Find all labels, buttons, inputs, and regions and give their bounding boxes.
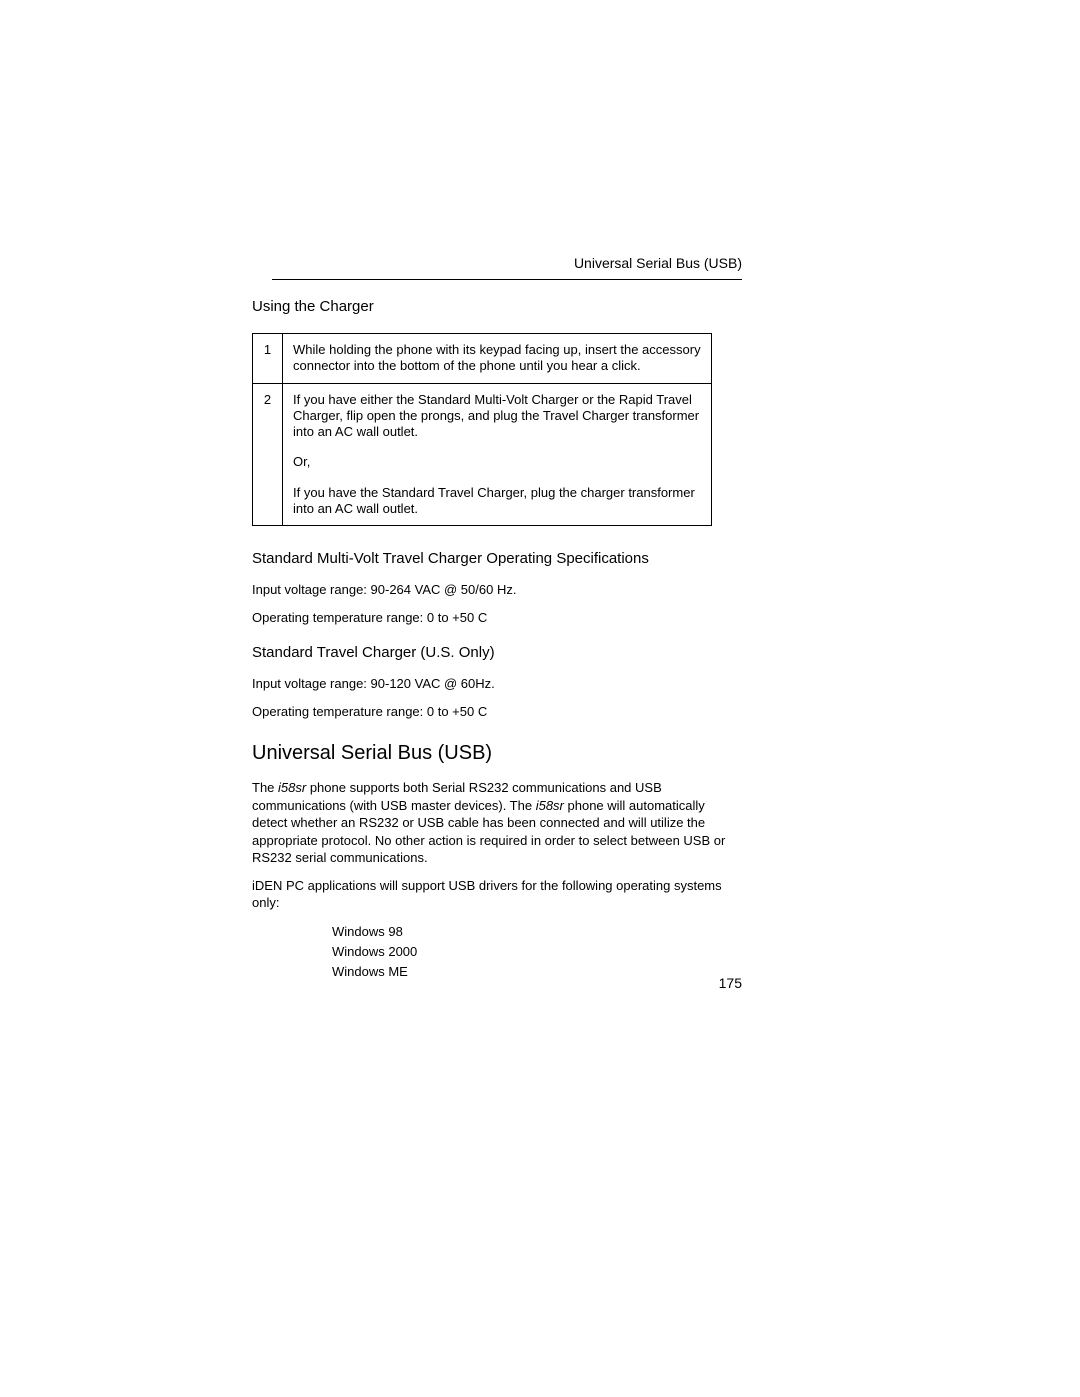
spec1-line1: Input voltage range: 90-264 VAC @ 50/60 … [252, 581, 742, 599]
using-charger-title: Using the Charger [252, 298, 742, 315]
step-para: If you have either the Standard Multi-Vo… [293, 392, 701, 441]
os-item: Windows ME [332, 962, 742, 982]
page-body: Universal Serial Bus (USB) Using the Cha… [252, 255, 742, 982]
step-para: While holding the phone with its keypad … [293, 342, 701, 375]
usb-heading: Universal Serial Bus (USB) [252, 742, 742, 765]
usb-para1: The i58sr phone supports both Serial RS2… [252, 779, 742, 867]
page-number: 175 [719, 975, 742, 991]
step-text: While holding the phone with its keypad … [283, 334, 712, 384]
charger-steps-table: 1 While holding the phone with its keypa… [252, 333, 712, 526]
usb-para1-a: The [252, 780, 278, 795]
os-item: Windows 98 [332, 922, 742, 942]
table-row: 1 While holding the phone with its keypa… [253, 334, 712, 384]
os-item: Windows 2000 [332, 942, 742, 962]
os-list: Windows 98 Windows 2000 Windows ME [332, 922, 742, 982]
spec1-heading: Standard Multi-Volt Travel Charger Opera… [252, 550, 742, 567]
header-rule [272, 279, 742, 280]
running-header: Universal Serial Bus (USB) [252, 255, 742, 271]
step-para: Or, [293, 454, 701, 470]
step-number: 1 [253, 334, 283, 384]
spec2-line1: Input voltage range: 90-120 VAC @ 60Hz. [252, 675, 742, 693]
step-number: 2 [253, 383, 283, 526]
spec2-line2: Operating temperature range: 0 to +50 C [252, 703, 742, 721]
spec2-heading: Standard Travel Charger (U.S. Only) [252, 644, 742, 661]
step-text: If you have either the Standard Multi-Vo… [283, 383, 712, 526]
usb-para2: iDEN PC applications will support USB dr… [252, 877, 742, 912]
model-name: i58sr [536, 798, 564, 813]
model-name: i58sr [278, 780, 306, 795]
spec1-line2: Operating temperature range: 0 to +50 C [252, 609, 742, 627]
table-row: 2 If you have either the Standard Multi-… [253, 383, 712, 526]
step-para: If you have the Standard Travel Charger,… [293, 485, 701, 518]
